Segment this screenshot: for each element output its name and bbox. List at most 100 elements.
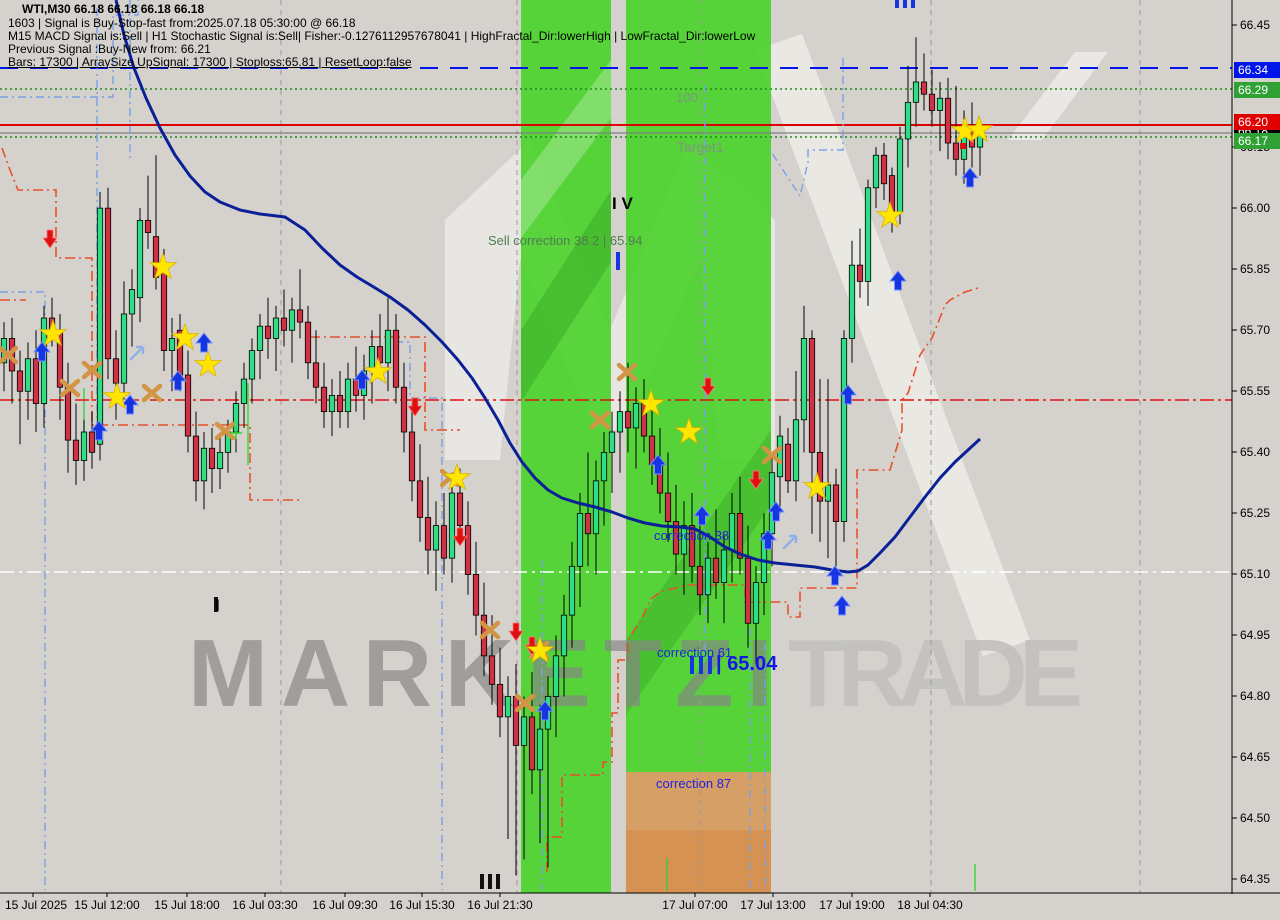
plot-area[interactable]: MARKETZI TRADE [0,0,1232,893]
x-cross-icon [141,383,163,403]
candle [672,521,680,555]
candle [936,97,944,111]
wave-bar-black [488,874,492,889]
buy-arrow-icon [32,341,52,362]
candle [456,492,464,527]
candle [88,431,96,453]
price-tick-label: 64.95 [1240,628,1271,642]
sell-arrow-icon [508,622,524,642]
candle [752,582,760,624]
buy-arrow-icon [692,505,712,526]
price-badge: 66.34 [1234,62,1280,78]
candle [776,435,784,478]
star-icon [102,381,132,410]
candle [768,472,776,535]
candle [576,513,584,567]
fractal-step-line-orange [1,147,300,501]
candle [440,525,448,559]
ma-line [114,0,982,574]
time-axis-label: 15 Jul 18:00 [154,898,220,912]
star-icon [674,416,704,445]
candle [344,378,352,413]
candle [416,480,424,518]
candle [104,207,112,360]
candle [760,533,768,583]
candle [912,81,920,103]
candle [24,358,32,392]
candle [504,696,512,718]
candle [528,716,536,771]
candle [144,219,152,233]
annotation-target1: Target1 [677,139,724,155]
candle [520,716,528,746]
candle [600,451,608,482]
candle [680,525,688,555]
star-icon [875,200,905,229]
candle [696,565,704,596]
candle [328,394,336,413]
candle [32,358,40,404]
buy-arrow-icon [838,384,858,405]
candle [856,264,864,282]
candle [392,329,400,388]
price-badge: 66.29 [1234,82,1280,98]
candle [168,337,176,352]
candle [704,557,712,596]
candle [424,517,432,551]
signal-band-1 [521,0,611,893]
x-cross-icon [0,345,19,365]
fractal-step-line-blue [0,0,139,98]
price-tick-label: 64.50 [1240,811,1271,825]
candle [184,374,192,437]
sell-arrow-icon [407,397,423,417]
candle [488,655,496,685]
star-icon [636,388,666,417]
candle [632,403,640,429]
candle [800,337,808,421]
candle [584,513,592,535]
candle [496,683,504,718]
candle [512,696,520,746]
annotation-sell-correction: Sell correction 38.2 | 65.94 [488,233,643,248]
candle [72,439,80,461]
candle [216,451,224,470]
star-icon [193,349,223,378]
candle [408,431,416,482]
candle [952,142,960,160]
wave-bar-blue [708,656,712,674]
buy-arrow-icon [168,370,188,391]
buy-arrow-icon [888,270,908,291]
buy-arrow-icon [194,332,214,353]
candle [264,325,272,339]
candle [80,431,88,461]
candle [608,431,616,453]
price-tick-label: 65.55 [1240,384,1271,398]
star-icon [148,251,178,280]
candle [568,565,576,616]
buy-arrow-icon [832,595,852,616]
sell-arrow-icon [452,527,468,547]
candle [688,525,696,567]
wave-bar-blue [911,0,915,8]
time-axis-label: 17 Jul 07:00 [662,898,728,912]
price-tick-label: 64.80 [1240,689,1271,703]
star-icon [170,322,200,351]
price-tick-label: 64.65 [1240,750,1271,764]
buy-arrow-icon [648,454,668,475]
x-cross-icon [214,421,236,441]
time-axis-label: 17 Jul 13:00 [740,898,806,912]
candle [128,289,136,315]
candle [720,549,728,583]
x-cross-icon [616,362,638,382]
candle [200,447,208,482]
wave-bar-blue [699,656,703,674]
candle [64,386,72,441]
candle [824,484,832,502]
price-tick-label: 65.25 [1240,506,1271,520]
x-cross-icon [514,693,536,713]
buy-arrow-icon [960,167,980,188]
signal-band-2 [626,0,771,772]
annotation-fib-100: 100 [676,90,698,105]
